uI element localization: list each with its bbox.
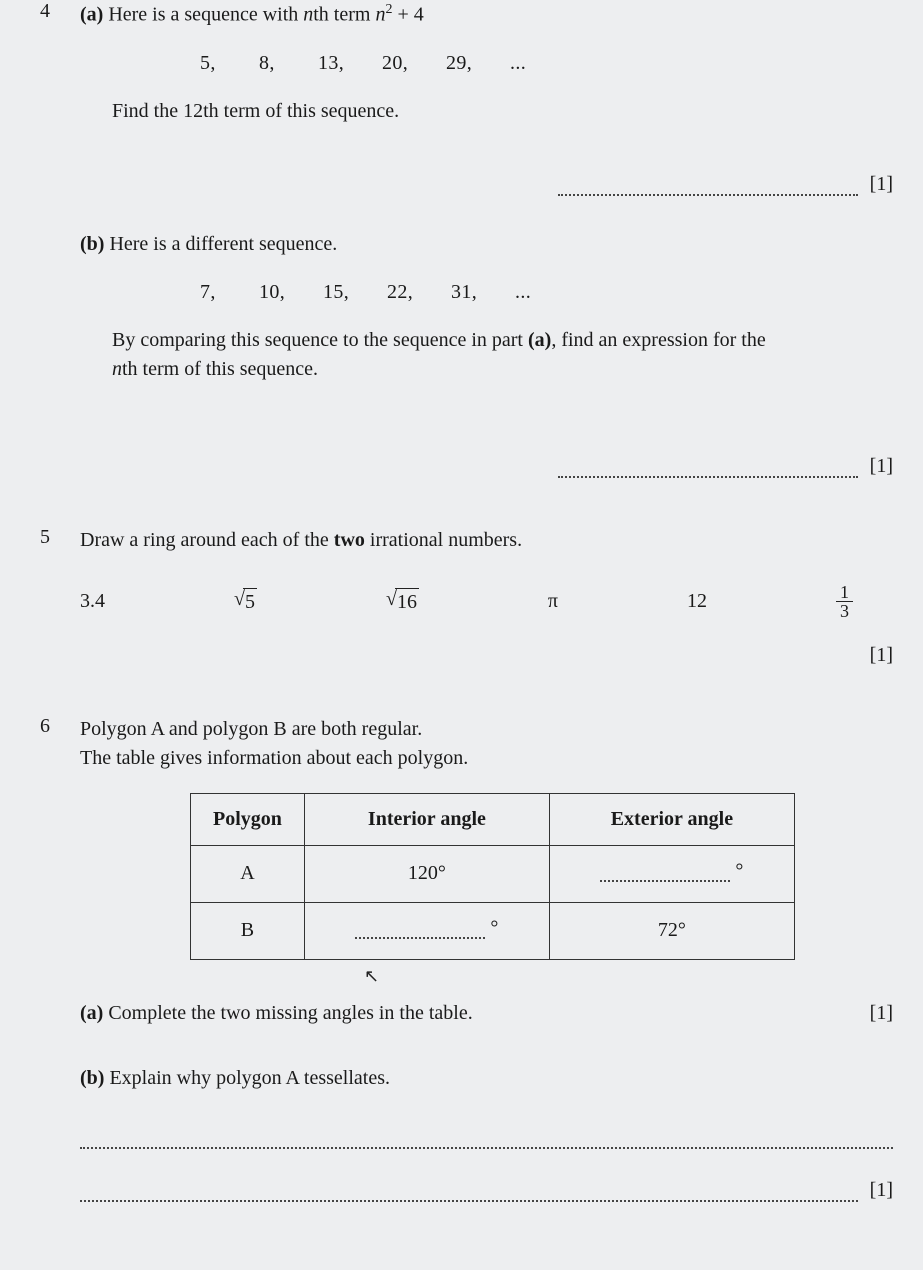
degree-suffix: ° bbox=[735, 860, 743, 882]
question-4: 4 (a) Here is a sequence with nth term n… bbox=[20, 0, 893, 478]
q6-intro-l1: Polygon A and polygon B are both regular… bbox=[80, 718, 422, 740]
degree-suffix: ° bbox=[490, 917, 498, 939]
q5-intro-bold: two bbox=[334, 529, 365, 551]
q4a-nth-var: n bbox=[303, 4, 313, 26]
q4b-intro: Here is a different sequence. bbox=[109, 233, 337, 255]
q5-intro-pre: Draw a ring around each of the bbox=[80, 529, 334, 551]
q4a: (a) Here is a sequence with nth term n2 … bbox=[80, 0, 893, 30]
fraction-num: 1 bbox=[836, 583, 853, 602]
part-label: (a) bbox=[80, 1002, 103, 1024]
q5-marks-row: [1] bbox=[20, 644, 893, 667]
fraction-den: 3 bbox=[836, 602, 853, 620]
answer-line bbox=[558, 454, 858, 478]
table-row: A 120° ° bbox=[191, 845, 795, 902]
polygon-table: Polygon Interior angle Exterior angle A … bbox=[190, 793, 795, 960]
question-6: 6 Polygon A and polygon B are both regul… bbox=[20, 715, 893, 1203]
q6-intro: Polygon A and polygon B are both regular… bbox=[80, 715, 893, 773]
q5-v4: π bbox=[548, 590, 558, 613]
q6a: (a) Complete the two missing angles in t… bbox=[80, 999, 893, 1028]
q5-v3: √16 bbox=[386, 588, 419, 615]
q4a-intro-mid: th term bbox=[313, 4, 375, 26]
q4b-task-pre: By comparing this sequence to the sequen… bbox=[112, 329, 528, 351]
q4a-task: Find the 12th term of this sequence. bbox=[112, 97, 893, 126]
cell-b-interior: ° bbox=[304, 902, 549, 959]
answer-line bbox=[80, 1127, 893, 1150]
col-polygon: Polygon bbox=[191, 793, 305, 845]
q4b: (b) Here is a different sequence. bbox=[80, 230, 893, 259]
cursor-icon: ↖ bbox=[364, 966, 923, 987]
q4b-task: By comparing this sequence to the sequen… bbox=[112, 326, 893, 384]
cell-a-exterior: ° bbox=[549, 845, 794, 902]
cell-b-exterior: 72° bbox=[549, 902, 794, 959]
q5-intro: Draw a ring around each of the two irrat… bbox=[80, 526, 893, 555]
q5-v1: 3.4 bbox=[80, 590, 105, 613]
q4b-task-end: th term of this sequence. bbox=[122, 358, 318, 380]
q4a-intro-pre: Here is a sequence with bbox=[108, 4, 303, 26]
q5-v6: 1 3 bbox=[836, 583, 853, 620]
marks: [1] bbox=[870, 1179, 893, 1202]
q4b-task-post: , find an expression for the bbox=[551, 329, 765, 351]
q4a-formula-n: n bbox=[375, 4, 385, 26]
q6b: (b) Explain why polygon A tessellates. bbox=[80, 1064, 893, 1093]
col-exterior: Exterior angle bbox=[549, 793, 794, 845]
q4b-answer-row: [1] bbox=[20, 454, 893, 478]
q4a-sequence: 5, 8, 13, 20, 29, ... bbox=[200, 52, 893, 75]
answer-line bbox=[600, 860, 730, 882]
marks: [1] bbox=[870, 644, 893, 667]
marks: [1] bbox=[870, 455, 893, 478]
part-label: (a) bbox=[80, 4, 103, 26]
answer-line bbox=[80, 1180, 858, 1203]
q6-intro-l2: The table gives information about each p… bbox=[80, 747, 468, 769]
q6a-text-wrap: (a) Complete the two missing angles in t… bbox=[80, 999, 473, 1028]
question-number: 6 bbox=[40, 715, 50, 738]
q5-intro-post: irrational numbers. bbox=[365, 529, 522, 551]
q4a-answer-row: [1] bbox=[20, 172, 893, 196]
col-interior: Interior angle bbox=[304, 793, 549, 845]
q4b-sequence: 7, 10, 15, 22, 31, ... bbox=[200, 281, 893, 304]
cell-a-interior: 120° bbox=[304, 845, 549, 902]
radicand: 16 bbox=[395, 588, 419, 615]
radicand: 5 bbox=[243, 588, 257, 615]
marks: [1] bbox=[870, 999, 893, 1028]
marks: [1] bbox=[870, 173, 893, 196]
q6a-text: Complete the two missing angles in the t… bbox=[108, 1002, 472, 1024]
q5-v2: √5 bbox=[234, 588, 257, 615]
q6b-answer-row: [1] bbox=[20, 1179, 893, 1202]
cell-poly-a: A bbox=[191, 845, 305, 902]
table-row: Polygon Interior angle Exterior angle bbox=[191, 793, 795, 845]
q5-v5: 12 bbox=[687, 590, 707, 613]
question-5: 5 Draw a ring around each of the two irr… bbox=[20, 526, 893, 667]
part-label: (b) bbox=[80, 233, 104, 255]
part-label: (b) bbox=[80, 1067, 104, 1089]
answer-line bbox=[558, 172, 858, 196]
table-row: B ° 72° bbox=[191, 902, 795, 959]
question-number: 4 bbox=[40, 0, 50, 23]
question-number: 5 bbox=[40, 526, 50, 549]
cell-poly-b: B bbox=[191, 902, 305, 959]
answer-line bbox=[355, 917, 485, 939]
q4a-formula-rest: + 4 bbox=[392, 4, 423, 26]
q4b-nth-var: n bbox=[112, 358, 122, 380]
q6b-text: Explain why polygon A tessellates. bbox=[109, 1067, 390, 1089]
q5-values-row: 3.4 √5 √16 π 12 1 3 bbox=[80, 583, 853, 620]
q4b-task-bold: (a) bbox=[528, 329, 551, 351]
